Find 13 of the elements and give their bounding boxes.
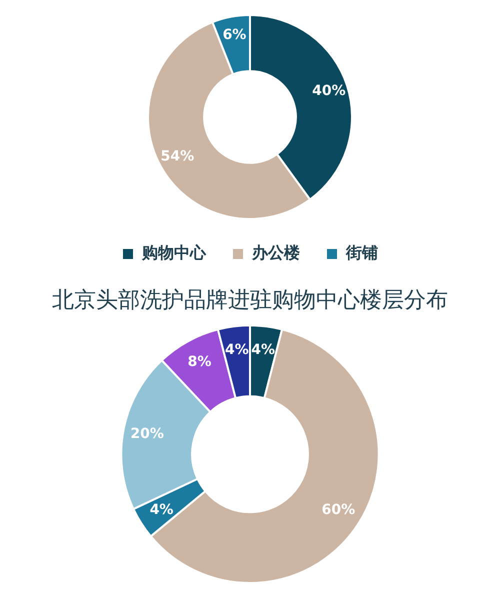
legend-label: 购物中心	[141, 243, 207, 262]
legend-label: 街铺	[345, 243, 378, 262]
data-label: 4%	[150, 502, 174, 518]
data-label: 4%	[224, 342, 249, 358]
data-label: 20%	[130, 426, 164, 442]
data-label: 4%	[251, 342, 276, 358]
data-label: 40%	[312, 83, 346, 100]
chart-title: 北京头部洗护品牌进驻购物中心楼层分布	[52, 288, 448, 313]
data-label: 54%	[160, 148, 194, 165]
data-label: 8%	[188, 354, 212, 370]
data-label: 6%	[222, 27, 246, 44]
legend-label: 办公楼	[251, 243, 301, 262]
data-label: 60%	[322, 502, 356, 518]
